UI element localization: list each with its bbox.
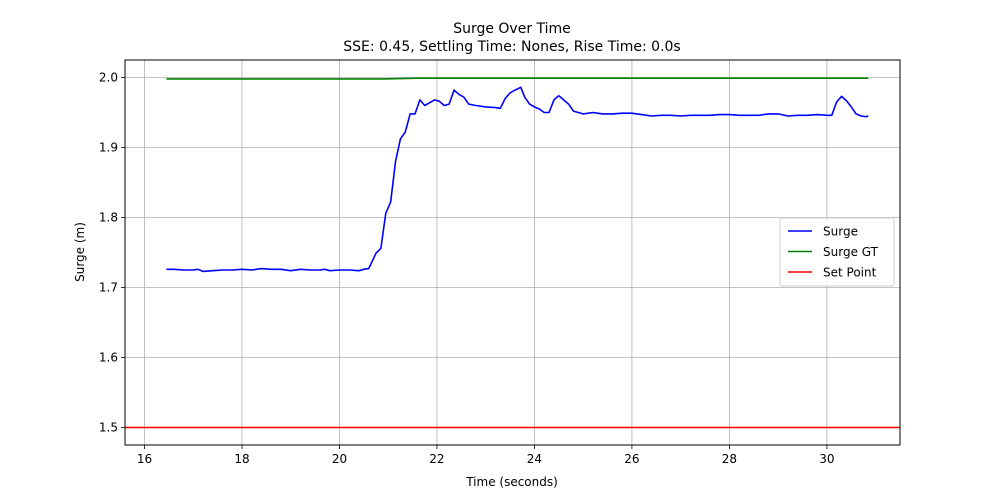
y-tick-label: 1.7 (99, 281, 118, 295)
legend-entry: Set Point (823, 266, 877, 280)
x-tick-label: 22 (429, 452, 444, 466)
y-tick-label: 1.8 (99, 211, 118, 225)
legend-box (779, 217, 895, 287)
x-tick-label: 30 (819, 452, 834, 466)
y-axis-ticks: 1.5 1.6 1.7 1.8 1.9 2.0 (99, 71, 125, 435)
axes-frame (124, 59, 901, 446)
x-axis-ticks: 16 18 20 22 24 26 28 30 (137, 445, 835, 466)
x-tick-label: 16 (137, 452, 152, 466)
x-axis-label: Time (seconds) (465, 475, 558, 489)
series-line-surge-gt (166, 77, 869, 80)
y-tick-label: 2.0 (99, 71, 118, 85)
x-tick-label: 28 (722, 452, 737, 466)
y-axis-label: Surge (m) (73, 222, 87, 282)
x-tick-label: 18 (234, 452, 249, 466)
x-tick-label: 26 (624, 452, 639, 466)
chart-subtitle: SSE: 0.45, Settling Time: Nones, Rise Ti… (343, 39, 680, 55)
y-tick-label: 1.5 (99, 421, 118, 435)
x-tick-label: 20 (332, 452, 347, 466)
y-tick-label: 1.9 (99, 141, 118, 155)
title-group: Surge Over Time SSE: 0.45, Settling Time… (343, 21, 680, 55)
plot-area (125, 77, 900, 429)
legend: Surge Surge GT Set Point (779, 217, 895, 287)
series-line-surge (166, 86, 869, 273)
x-tick-label: 24 (527, 452, 542, 466)
y-tick-label: 1.6 (99, 351, 118, 365)
legend-entry: Surge (823, 225, 858, 239)
legend-entry: Surge GT (823, 245, 879, 259)
chart-title: Surge Over Time (453, 21, 571, 37)
